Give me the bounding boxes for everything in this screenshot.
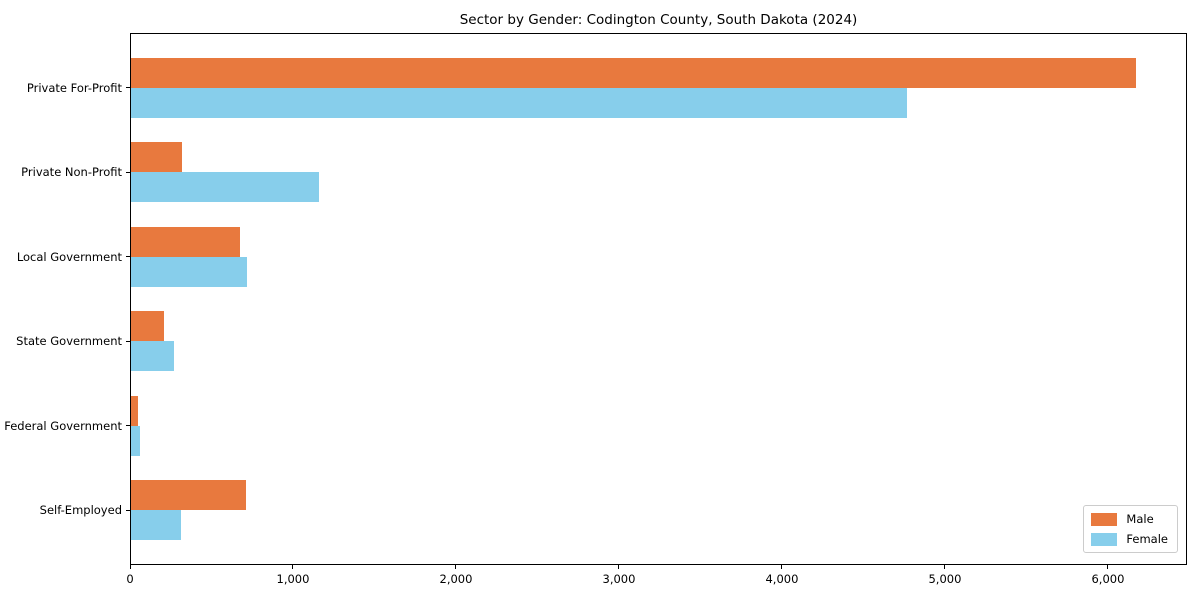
y-tick-mark — [126, 509, 130, 511]
bar-female-3 — [130, 256, 248, 287]
legend-label-female: Female — [1126, 532, 1168, 546]
y-tick-mark — [126, 425, 130, 427]
bar-female-4 — [130, 341, 174, 372]
bar-male-3 — [130, 226, 241, 257]
x-tick-mark — [129, 565, 131, 569]
bar-female-2 — [130, 172, 320, 203]
y-tick-label: Local Government — [16, 249, 122, 264]
y-tick-mark — [126, 171, 130, 173]
y-tick-label: Private For-Profit — [26, 80, 122, 95]
x-tick-mark — [944, 565, 946, 569]
y-tick-mark — [126, 87, 130, 89]
bar-female-5 — [130, 425, 140, 456]
y-tick-label: State Government — [16, 334, 122, 349]
bar-male-1 — [130, 57, 1136, 88]
x-tick-label: 3,000 — [602, 572, 636, 586]
x-tick-label: 4,000 — [765, 572, 799, 586]
bar-male-6 — [130, 480, 246, 511]
x-tick-mark — [455, 565, 457, 569]
x-tick-label: 1,000 — [276, 572, 310, 586]
x-tick-label: 6,000 — [1091, 572, 1125, 586]
x-tick-label: 5,000 — [928, 572, 962, 586]
y-tick-label: Private Non-Profit — [21, 165, 122, 180]
bar-male-4 — [130, 311, 165, 342]
bar-male-5 — [130, 395, 139, 426]
y-tick-label: Self-Employed — [39, 503, 122, 518]
bar-male-2 — [130, 142, 183, 173]
bar-female-6 — [130, 510, 181, 541]
y-tick-label: Federal Government — [4, 418, 122, 433]
x-tick-mark — [781, 565, 783, 569]
chart-title: Sector by Gender: Codington County, Sout… — [459, 12, 858, 28]
x-tick-mark — [618, 565, 620, 569]
x-tick-mark — [292, 565, 294, 569]
legend-entry-female: Female — [1091, 532, 1168, 546]
x-tick-label: 0 — [126, 572, 134, 586]
bar-female-1 — [130, 87, 908, 118]
legend-swatch-male — [1091, 512, 1118, 526]
x-tick-mark — [1107, 565, 1109, 569]
legend: Male Female — [1083, 505, 1178, 553]
legend-entry-male: Male — [1091, 512, 1168, 526]
y-tick-mark — [126, 256, 130, 258]
y-tick-mark — [126, 340, 130, 342]
legend-label-male: Male — [1126, 512, 1154, 526]
x-tick-label: 2,000 — [439, 572, 473, 586]
legend-swatch-female — [1091, 532, 1118, 546]
